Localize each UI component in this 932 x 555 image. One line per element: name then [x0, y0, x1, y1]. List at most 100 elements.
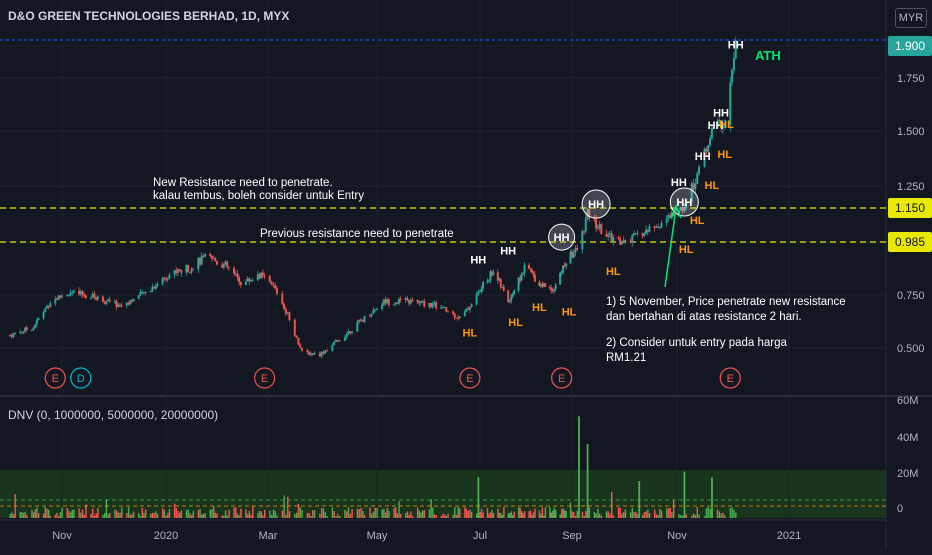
candle-body	[451, 311, 454, 314]
volume-bar	[179, 512, 181, 518]
volume-bar	[223, 515, 225, 518]
candle-body	[176, 269, 179, 274]
candle-body	[349, 331, 352, 333]
candle-body	[709, 138, 712, 146]
candle-body	[187, 265, 190, 273]
currency-button[interactable]: MYR	[895, 8, 927, 28]
volume-bar	[569, 502, 572, 518]
candle-body	[105, 301, 108, 304]
annotation-note: RM1.21	[606, 352, 646, 364]
volume-bar	[358, 509, 360, 518]
volume-spike	[638, 481, 641, 518]
candle-body	[72, 290, 75, 293]
candle-body	[139, 291, 142, 296]
volume-bar	[583, 515, 585, 518]
volume-bar	[351, 509, 353, 518]
candle-body	[605, 233, 608, 237]
candle-body	[435, 302, 438, 309]
candle-body	[299, 344, 302, 348]
candle-body	[338, 340, 341, 342]
candle-body	[239, 281, 242, 285]
volume-bar	[31, 509, 33, 518]
volume-bar	[26, 514, 28, 518]
candle-body	[212, 258, 215, 260]
volume-bar	[636, 513, 639, 518]
volume-bar	[631, 507, 634, 518]
volume-bar	[360, 507, 362, 518]
volume-bar	[153, 513, 155, 518]
candle-body	[553, 288, 556, 292]
annotation-note: 1) 5 November, Price penetrate new resis…	[606, 296, 846, 308]
volume-bar	[139, 516, 142, 518]
candle-body	[199, 258, 201, 265]
candle-body	[679, 207, 682, 211]
candle-body	[499, 278, 502, 288]
volume-bar	[440, 515, 442, 518]
volume-bar	[588, 507, 591, 518]
candle-body	[672, 212, 675, 217]
candle-body	[707, 145, 710, 152]
candle-body	[83, 295, 86, 297]
volume-bar	[410, 511, 412, 518]
candle-body	[288, 312, 291, 320]
candle-body	[569, 251, 572, 264]
volume-bar	[201, 514, 203, 518]
volume-bar	[114, 509, 116, 518]
volume-bar	[550, 512, 553, 518]
volume-bar	[617, 507, 620, 518]
volume-bar	[561, 508, 563, 518]
candle-body	[703, 148, 706, 167]
candle-body	[409, 299, 412, 304]
volume-bar	[80, 512, 82, 518]
candle-body	[665, 218, 668, 224]
volume-bar	[432, 507, 434, 518]
volume-bar	[498, 512, 501, 518]
volume-bar	[47, 509, 50, 518]
volume-bar	[19, 512, 21, 518]
candle-body	[394, 302, 397, 305]
annotation-note: 2) Consider untuk entry pada harga	[606, 337, 788, 349]
volume-bar	[647, 509, 649, 518]
volume-tick-label: 60M	[897, 395, 918, 407]
volume-bar	[269, 510, 271, 518]
x-tick-label: 2021	[777, 530, 801, 542]
candle-body	[620, 242, 623, 245]
volume-bar	[559, 514, 561, 518]
volume-bar	[593, 511, 596, 518]
candle-body	[248, 278, 251, 282]
volume-bar	[81, 509, 84, 518]
candle-body	[318, 353, 321, 357]
candle-body	[309, 353, 312, 355]
candle-body	[685, 202, 688, 209]
hh-label: HH	[728, 39, 744, 51]
candle-body	[481, 282, 484, 289]
candle-body	[55, 298, 58, 300]
volume-bar	[563, 510, 566, 518]
x-tick-label: Jul	[473, 530, 487, 542]
volume-bar	[512, 515, 514, 518]
candle-body	[418, 302, 421, 304]
volume-bar	[294, 513, 296, 518]
volume-bar	[83, 514, 85, 518]
resistance-label: kalau tembus, boleh consider untuk Entry	[153, 190, 364, 202]
candle-body	[12, 333, 15, 337]
hh-label: HH	[676, 197, 692, 209]
volume-bar	[335, 516, 337, 518]
volume-bar	[597, 508, 599, 518]
volume-bar	[245, 509, 247, 518]
hl-label: HL	[679, 244, 694, 256]
candle-body	[185, 265, 188, 273]
candle-body	[530, 269, 533, 273]
candle-body	[443, 307, 446, 309]
candle-body	[192, 269, 195, 271]
price-badge	[888, 36, 932, 56]
candle-body	[658, 227, 661, 229]
volume-spike	[586, 444, 589, 518]
candle-body	[93, 293, 96, 298]
candle-body	[132, 298, 135, 302]
volume-bar	[523, 511, 526, 518]
candle-body	[78, 290, 81, 295]
candle-body	[669, 215, 672, 218]
